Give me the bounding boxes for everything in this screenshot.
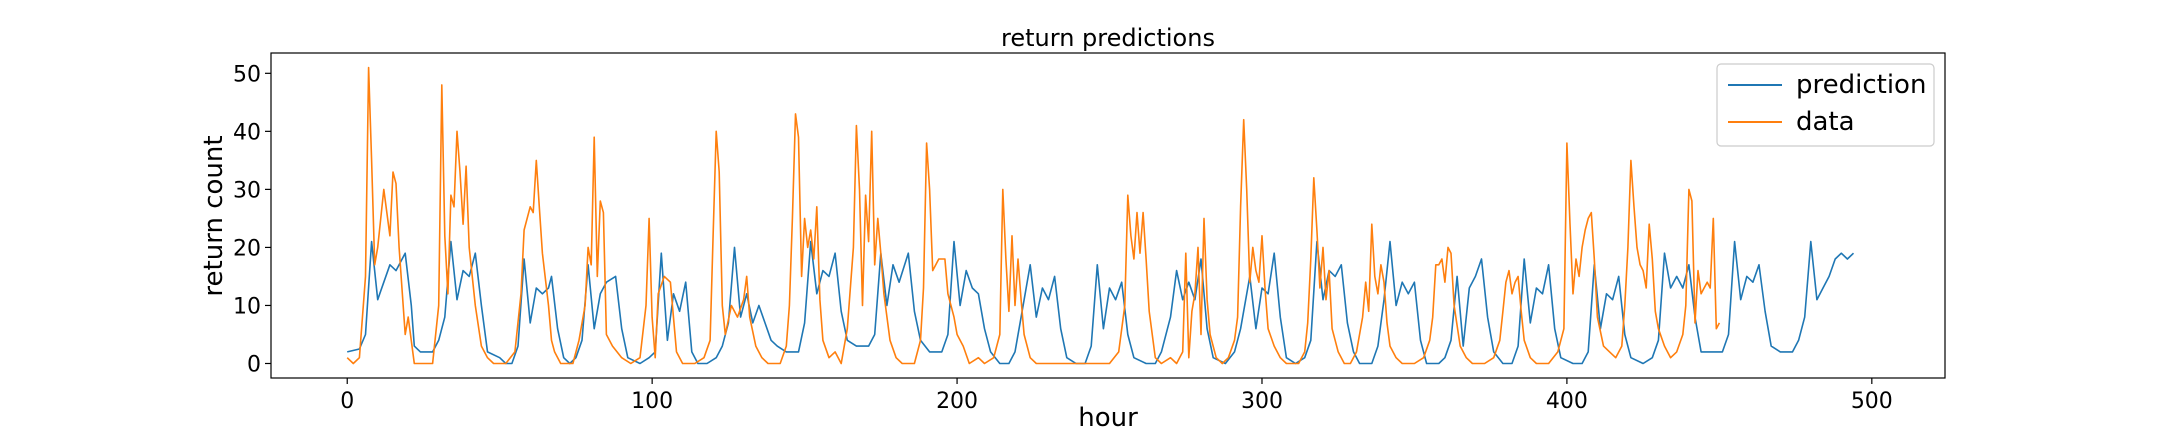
series-line-data <box>346 66 1721 365</box>
y-tick-label: 30 <box>233 178 261 203</box>
x-axis: 0 100 200 300 400 500 <box>340 378 1893 414</box>
plot-area <box>271 53 1945 378</box>
y-tick-label: 0 <box>247 352 261 377</box>
series-layer <box>346 66 1855 365</box>
y-axis-label: return count <box>199 135 229 296</box>
y-tick-label: 50 <box>233 62 261 87</box>
legend-label-prediction: prediction <box>1796 70 1926 100</box>
x-tick-label: 300 <box>1241 389 1283 414</box>
legend-label-data: data <box>1796 107 1855 137</box>
x-tick-label: 0 <box>340 389 354 414</box>
chart-title: return predictions <box>1001 24 1215 52</box>
plot-frame <box>270 52 1946 379</box>
y-axis: 0 10 20 30 40 50 <box>233 62 271 377</box>
x-tick-label: 500 <box>1851 389 1893 414</box>
y-tick-label: 10 <box>233 294 261 319</box>
legend: prediction data <box>1716 63 1935 147</box>
y-tick-label: 40 <box>233 120 261 145</box>
x-axis-label: hour <box>1078 403 1138 432</box>
x-tick-label: 200 <box>936 389 978 414</box>
y-tick-label: 20 <box>233 236 261 261</box>
x-tick-label: 400 <box>1546 389 1588 414</box>
x-tick-label: 100 <box>631 389 673 414</box>
